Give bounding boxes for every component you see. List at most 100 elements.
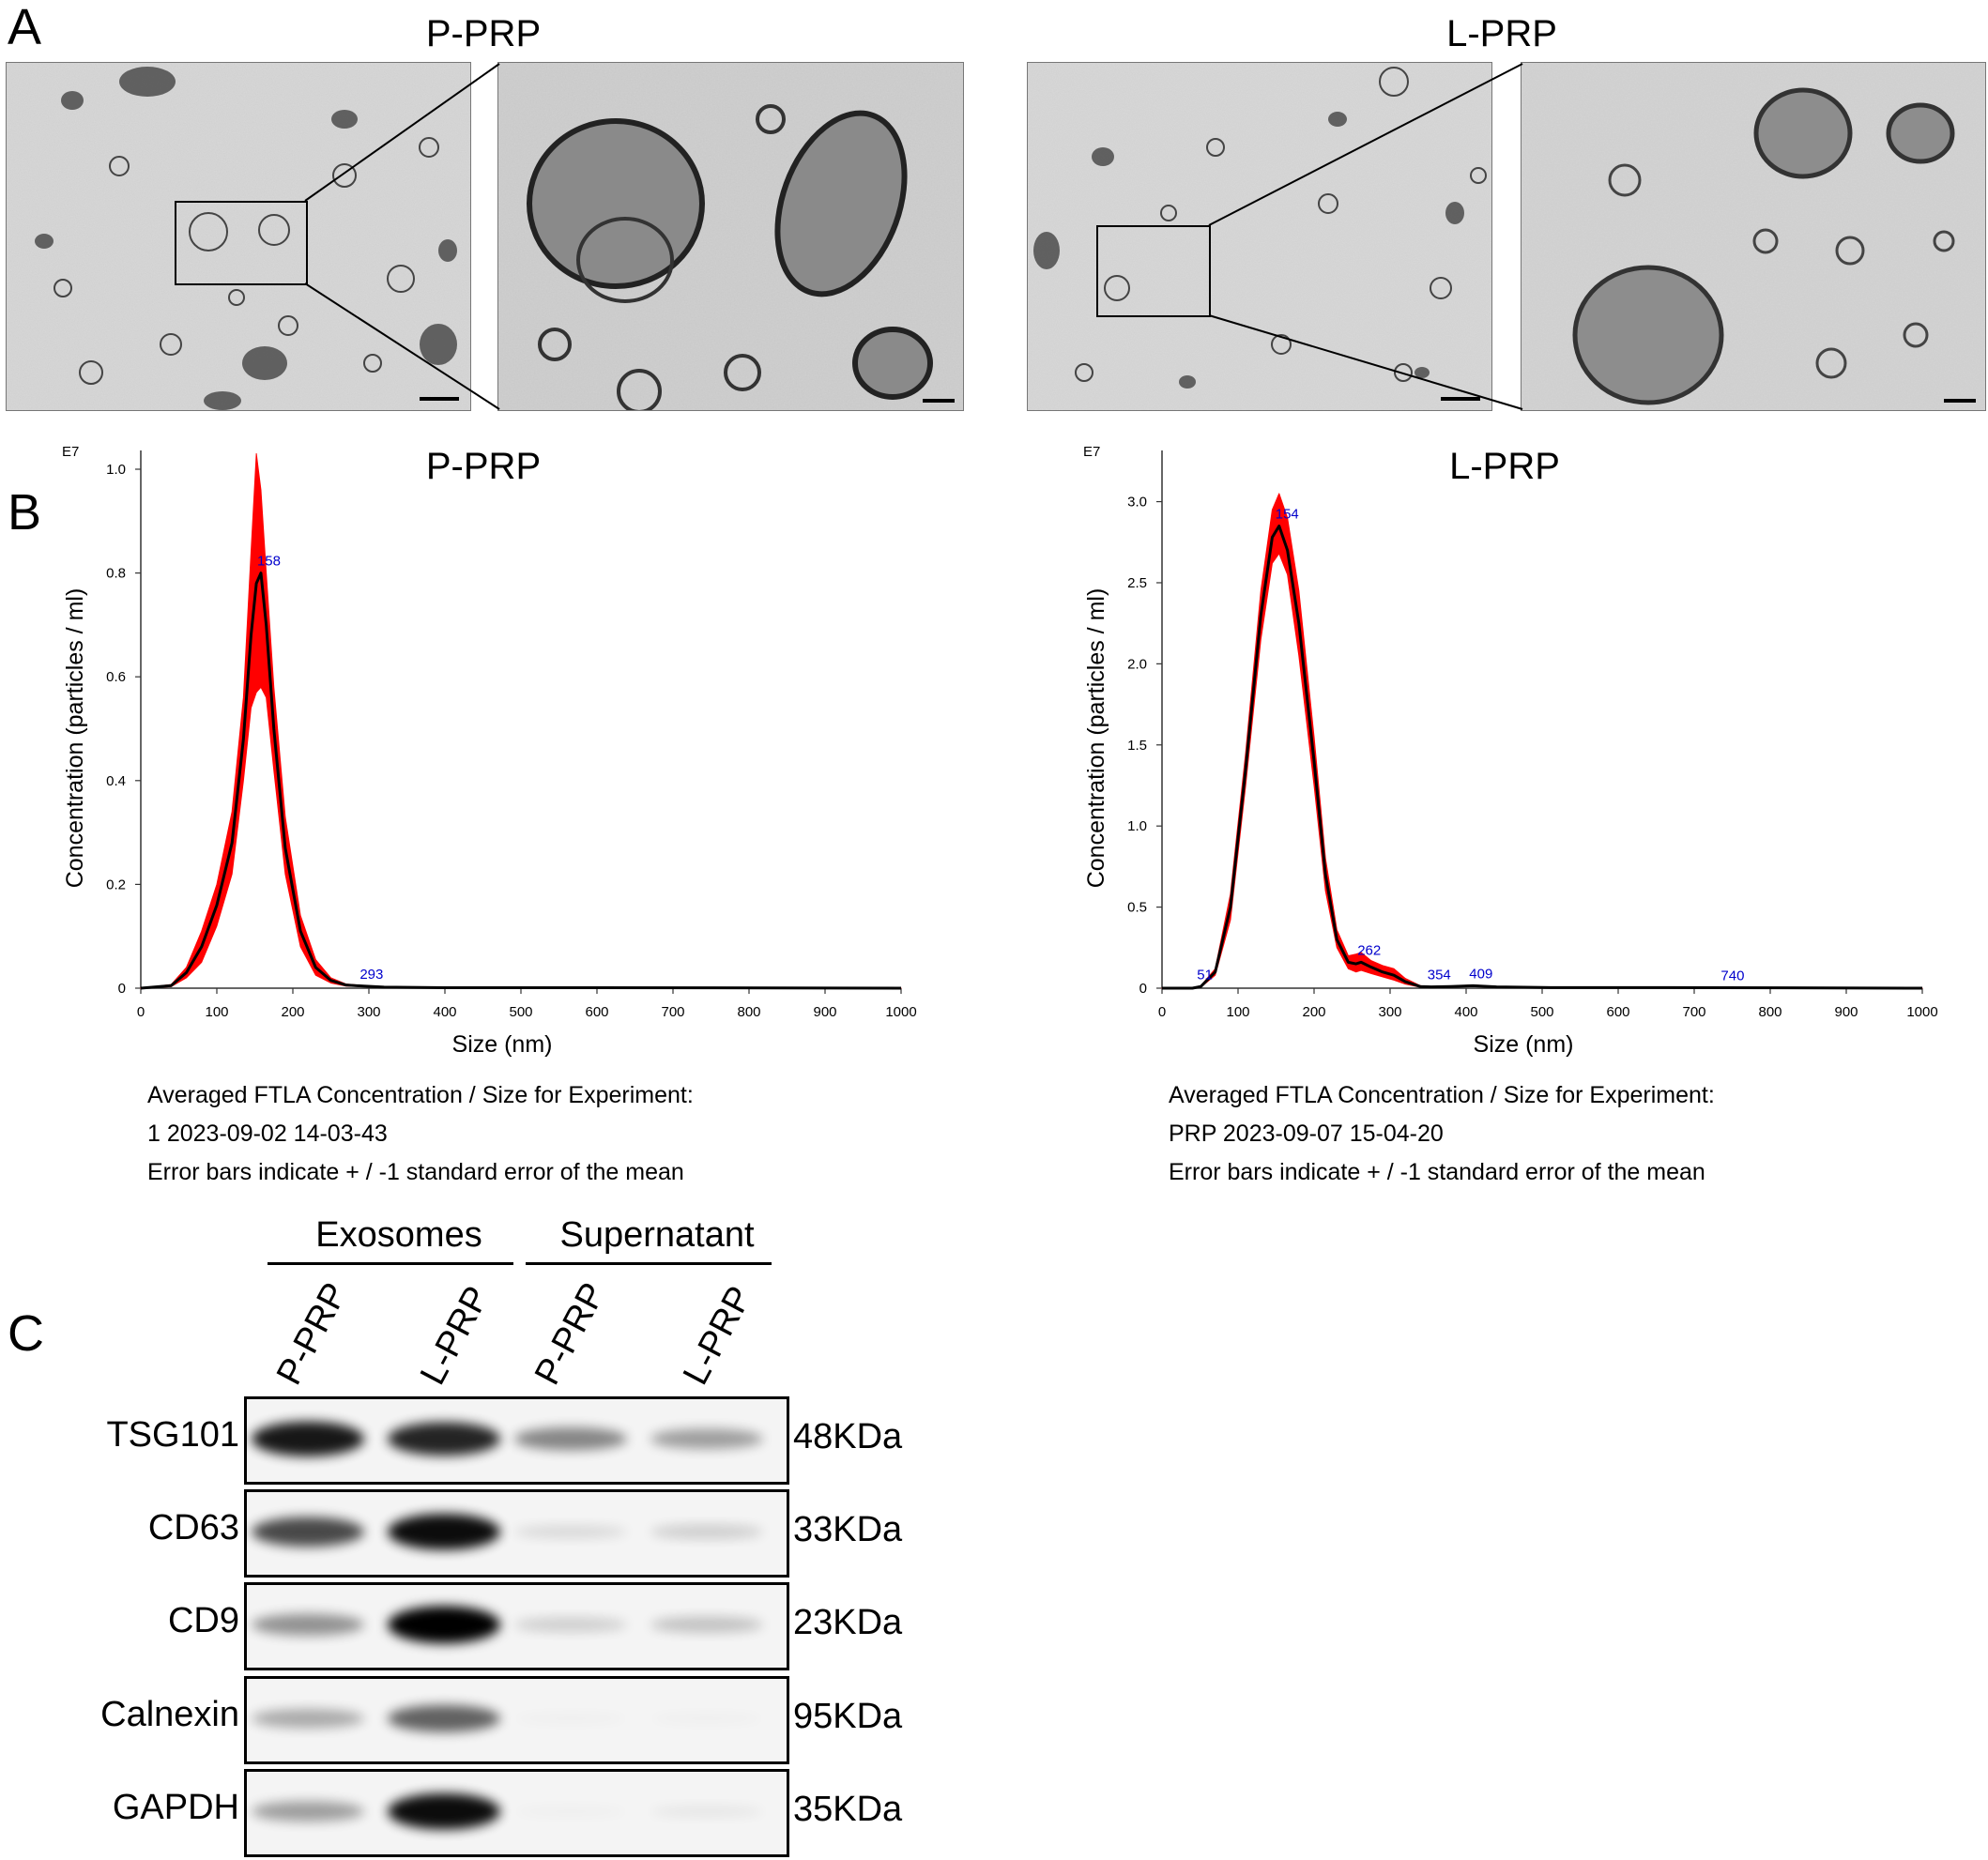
nta-caption-left-line3: Error bars indicate + / -1 standard erro…: [147, 1159, 684, 1185]
wb-molecular-weight: 23KDa: [793, 1603, 903, 1642]
wb-group-exosomes-line: [268, 1262, 513, 1265]
wb-band: [388, 1792, 500, 1830]
wb-band: [252, 1709, 364, 1729]
wb-band: [252, 1613, 364, 1636]
nta-caption-left-line2: 1 2023-09-02 14-03-43: [147, 1121, 388, 1147]
peak-label: 354: [1428, 968, 1451, 983]
wb-protein-label: CD63: [147, 1508, 239, 1547]
wb-band: [514, 1713, 627, 1724]
wb-band: [514, 1524, 627, 1539]
wb-molecular-weight: 48KDa: [793, 1417, 903, 1456]
wb-molecular-weight: 33KDa: [793, 1510, 903, 1549]
tem-title-left: P-PRP: [425, 13, 542, 54]
x-tick-label: 300: [357, 1004, 380, 1020]
wb-band: [388, 1513, 500, 1550]
peak-label: 409: [1469, 966, 1492, 982]
wb-blot-strip: [244, 1676, 789, 1764]
mean-line: [1162, 524, 1923, 990]
wb-band: [650, 1713, 763, 1724]
x-tick-label: 500: [1530, 1004, 1553, 1020]
wb-band: [514, 1806, 627, 1817]
wb-blot-strip: [244, 1582, 789, 1670]
wb-band: [388, 1704, 500, 1732]
nta-chart-l-prp: L-PRP E7 0 100 200 300 400 500 600 700 800 900 1000 0…: [1083, 444, 1938, 1058]
wb-group-supernatant: Supernatant: [559, 1215, 755, 1255]
peak-label: 262: [1357, 942, 1381, 958]
wb-group-exosomes: Exosomes: [315, 1215, 482, 1255]
wb-blot-strip: [244, 1396, 789, 1485]
error-band: [140, 452, 902, 989]
y-tick-label: 0: [1139, 981, 1147, 997]
y-multiplier: E7: [1083, 444, 1100, 460]
chart-title: P-PRP: [426, 446, 541, 487]
y-axis-label: Concentration (particles / ml): [1083, 588, 1109, 889]
chart-title: L-PRP: [1449, 446, 1560, 487]
y-tick-label: 0.4: [106, 773, 126, 789]
peak-label: 158: [257, 554, 281, 570]
tem-zoom-left: [497, 62, 964, 411]
wb-band: [252, 1421, 364, 1456]
tem-overview-right-image: [1028, 63, 1491, 410]
x-tick-label: 1000: [885, 1004, 916, 1020]
wb-blot-strip: [244, 1769, 789, 1857]
y-tick-label: 1.0: [1127, 818, 1147, 834]
x-tick-label: 800: [737, 1004, 760, 1020]
tem-zoom-left-image: [498, 63, 963, 410]
error-band: [1161, 493, 1923, 989]
y-axis-label: Concentration (particles / ml): [62, 588, 88, 889]
wb-blot-strip: [244, 1489, 789, 1578]
x-tick-label: 900: [813, 1004, 836, 1020]
wb-band: [388, 1606, 500, 1644]
tem-overview-left: [6, 62, 471, 411]
peak-label: 154: [1276, 506, 1299, 522]
nta-caption-right-line2: PRP 2023-09-07 15-04-20: [1169, 1121, 1444, 1147]
wb-lane-label: P-PRP: [528, 1276, 614, 1392]
x-tick-label: 100: [205, 1004, 228, 1020]
x-tick-label: 0: [137, 1004, 145, 1020]
wb-molecular-weight: 35KDa: [793, 1790, 903, 1829]
x-tick-label: 600: [1606, 1004, 1629, 1020]
panel-letter-c: C: [8, 1305, 44, 1362]
peak-label: 740: [1720, 968, 1744, 983]
wb-band: [252, 1517, 364, 1547]
x-tick-label: 400: [1454, 1004, 1477, 1020]
peak-label: 51: [1197, 967, 1213, 983]
wb-protein-label: CD9: [167, 1601, 239, 1640]
nta-caption-left-line1: Averaged FTLA Concentration / Size for E…: [147, 1082, 694, 1108]
wb-band: [650, 1805, 763, 1818]
y-tick-label: 1.0: [106, 462, 126, 478]
x-tick-label: 700: [1682, 1004, 1705, 1020]
tem-zoom-right: [1521, 62, 1986, 411]
panel-letter-a: A: [8, 0, 42, 55]
x-tick-label: 100: [1226, 1004, 1249, 1020]
x-tick-label: 900: [1834, 1004, 1858, 1020]
tem-overview-left-image: [7, 63, 470, 410]
tem-title-right: L-PRP: [1446, 13, 1557, 54]
x-tick-label: 1000: [1906, 1004, 1937, 1020]
wb-molecular-weight: 95KDa: [793, 1697, 903, 1736]
wb-band: [650, 1524, 763, 1540]
wb-band: [514, 1617, 627, 1633]
y-tick-label: 0.2: [106, 877, 126, 892]
wb-band: [650, 1616, 763, 1634]
wb-lane-label: P-PRP: [269, 1276, 356, 1392]
tem-zoom-connectors: [304, 63, 1523, 410]
x-tick-label: 400: [433, 1004, 456, 1020]
mean-line: [140, 572, 902, 990]
wb-band: [252, 1801, 364, 1822]
tem-overview-right: [1027, 62, 1492, 411]
x-tick-label: 700: [661, 1004, 684, 1020]
x-tick-label: 0: [1158, 1004, 1166, 1020]
x-axis-label: Size (nm): [1474, 1031, 1574, 1058]
wb-protein-label: GAPDH: [112, 1788, 239, 1827]
wb-lane-label: L-PRP: [413, 1279, 497, 1392]
x-tick-label: 800: [1758, 1004, 1782, 1020]
y-tick-label: 0.6: [106, 669, 126, 685]
y-tick-label: 0.8: [106, 566, 126, 582]
y-tick-label: 1.5: [1127, 738, 1147, 754]
wb-group-supernatant-line: [526, 1262, 772, 1265]
nta-chart-p-prp: P-PRP E7 0 100 200 300 400 500 600 700 800 900 1000 0…: [62, 444, 917, 1058]
peak-label: 293: [359, 967, 383, 983]
x-tick-label: 600: [585, 1004, 608, 1020]
wb-protein-label: Calnexin: [100, 1695, 239, 1734]
